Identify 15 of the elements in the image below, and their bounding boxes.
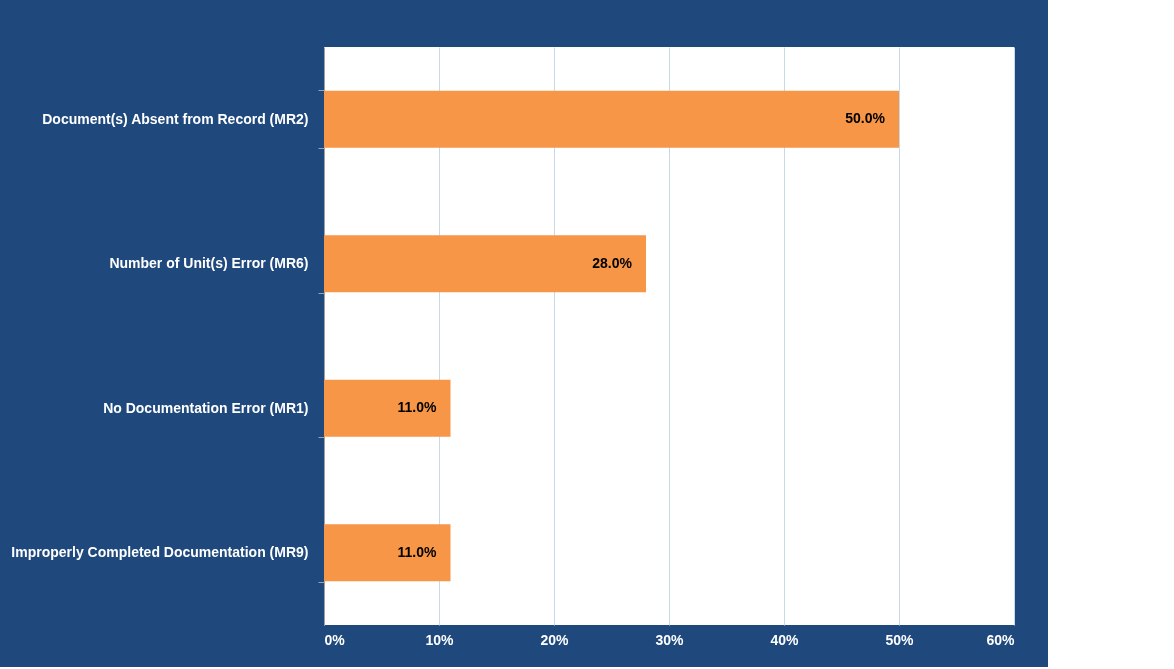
y-tick-label: Number of Unit(s) Error (MR6): [109, 255, 309, 272]
x-tick-label: 20%: [540, 631, 570, 648]
data-label: 50.0%: [845, 110, 886, 127]
x-tick-label: 0%: [324, 631, 346, 648]
data-label: 28.0%: [592, 254, 633, 271]
data-label: 11.0%: [397, 543, 438, 560]
x-tick-label: 40%: [770, 631, 800, 648]
y-tick-label: Improperly Completed Documentation (MR9): [11, 544, 309, 561]
x-tick-label: 10%: [425, 631, 455, 648]
x-tick-label: 50%: [885, 631, 915, 648]
y-tick-label: No Documentation Error (MR1): [103, 399, 309, 416]
y-tick-label: Document(s) Absent from Record (MR2): [42, 110, 309, 127]
x-tick-label: 30%: [655, 631, 685, 648]
x-tick-label: 60%: [986, 631, 1016, 648]
data-label: 11.0%: [397, 399, 438, 416]
